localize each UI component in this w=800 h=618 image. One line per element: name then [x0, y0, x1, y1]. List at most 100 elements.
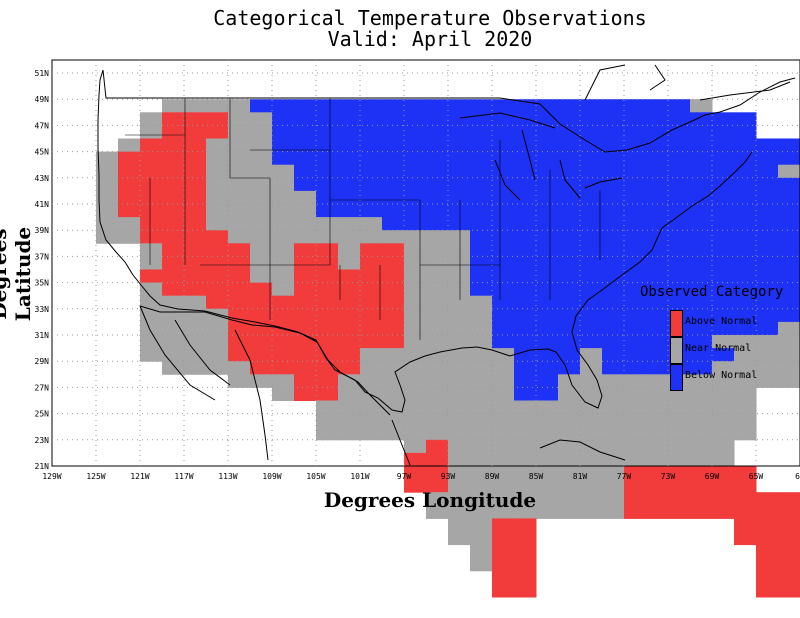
temperature-cell	[690, 374, 713, 388]
temperature-cell	[492, 164, 515, 179]
temperature-cell	[558, 138, 581, 153]
temperature-cell	[492, 531, 515, 546]
temperature-cell	[668, 112, 691, 126]
temperature-cell	[668, 230, 691, 244]
temperature-cell	[470, 413, 493, 428]
temperature-cell	[536, 99, 559, 113]
temperature-cell	[580, 177, 603, 192]
temperature-cell	[712, 269, 735, 284]
temperature-cell	[338, 243, 361, 257]
temperature-cell	[514, 269, 537, 284]
temperature-cell	[580, 361, 603, 375]
temperature-cell	[492, 387, 515, 401]
temperature-cell	[536, 177, 559, 192]
temperature-cell	[690, 256, 713, 270]
temperature-cell	[646, 479, 669, 493]
temperature-cell	[470, 335, 493, 349]
temperature-cell	[536, 243, 559, 257]
temperature-cell	[404, 256, 427, 270]
temperature-cell	[360, 256, 383, 270]
temperature-cell	[316, 321, 339, 336]
temperature-cell	[492, 321, 515, 336]
temperature-cell	[734, 426, 757, 441]
temperature-cell	[404, 177, 427, 192]
temperature-cell	[580, 387, 603, 401]
temperature-cell	[734, 204, 757, 218]
temperature-cell	[184, 243, 207, 257]
temperature-cell	[382, 374, 405, 388]
temperature-cell	[470, 230, 493, 244]
temperature-cell	[778, 204, 800, 218]
temperature-cell	[778, 361, 800, 375]
temperature-cell	[646, 335, 669, 349]
temperature-cell	[360, 361, 383, 375]
temperature-cell	[558, 348, 581, 362]
y-tick-label: 39N	[35, 226, 50, 235]
temperature-cell	[426, 243, 449, 257]
temperature-cell	[756, 190, 779, 205]
temperature-cell	[668, 413, 691, 428]
temperature-cell	[404, 138, 427, 153]
y-tick-label: 25N	[35, 410, 50, 419]
temperature-cell	[184, 230, 207, 244]
temperature-cell	[250, 204, 273, 218]
x-tick-label: 97W	[397, 472, 412, 481]
temperature-cell	[712, 335, 735, 349]
temperature-cell	[756, 282, 779, 297]
temperature-cell	[756, 348, 779, 362]
temperature-cell	[448, 190, 471, 205]
temperature-cell	[536, 426, 559, 441]
temperature-cell	[536, 308, 559, 323]
temperature-cell	[514, 400, 537, 415]
temperature-cell	[250, 256, 273, 270]
temperature-cell	[338, 413, 361, 428]
temperature-cell	[470, 387, 493, 401]
temperature-cell	[734, 505, 757, 519]
canada-coast	[584, 64, 791, 101]
temperature-cell	[448, 518, 471, 532]
temperature-cell	[536, 204, 559, 218]
temperature-cell	[646, 374, 669, 388]
temperature-cell	[228, 138, 251, 153]
temperature-cell	[514, 452, 537, 467]
temperature-cell	[228, 361, 251, 375]
temperature-cell	[756, 505, 779, 519]
temperature-cell	[382, 164, 405, 179]
temperature-cell	[646, 505, 669, 519]
temperature-cell	[558, 439, 581, 454]
temperature-cell	[514, 164, 537, 179]
temperature-cell	[294, 99, 317, 113]
temperature-cell	[514, 439, 537, 454]
temperature-cell	[712, 295, 735, 310]
temperature-cell	[162, 335, 185, 349]
temperature-cell	[756, 557, 779, 572]
temperature-cell	[118, 204, 141, 218]
temperature-cell	[250, 361, 273, 375]
temperature-cell	[536, 413, 559, 428]
temperature-cell	[536, 256, 559, 270]
temperature-cell	[404, 374, 427, 388]
temperature-cell	[448, 112, 471, 126]
temperature-cell	[448, 492, 471, 506]
temperature-cell	[492, 177, 515, 192]
temperature-cell	[536, 295, 559, 310]
temperature-cell	[338, 321, 361, 336]
temperature-cell	[206, 138, 229, 153]
temperature-cell	[580, 426, 603, 441]
temperature-cell	[778, 335, 800, 349]
temperature-cell	[690, 492, 713, 506]
temperature-cell	[162, 256, 185, 270]
temperature-cell	[668, 138, 691, 153]
temperature-cell	[426, 204, 449, 218]
temperature-cell	[316, 374, 339, 388]
temperature-cell	[426, 112, 449, 126]
temperature-cell	[690, 282, 713, 297]
temperature-cell	[536, 282, 559, 297]
temperature-cell	[492, 112, 515, 126]
canada-border	[102, 69, 796, 153]
temperature-cell	[448, 269, 471, 284]
temperature-cell	[360, 151, 383, 166]
temperature-cell	[558, 230, 581, 244]
temperature-cell	[580, 295, 603, 310]
y-tick-label: 35N	[35, 279, 50, 288]
